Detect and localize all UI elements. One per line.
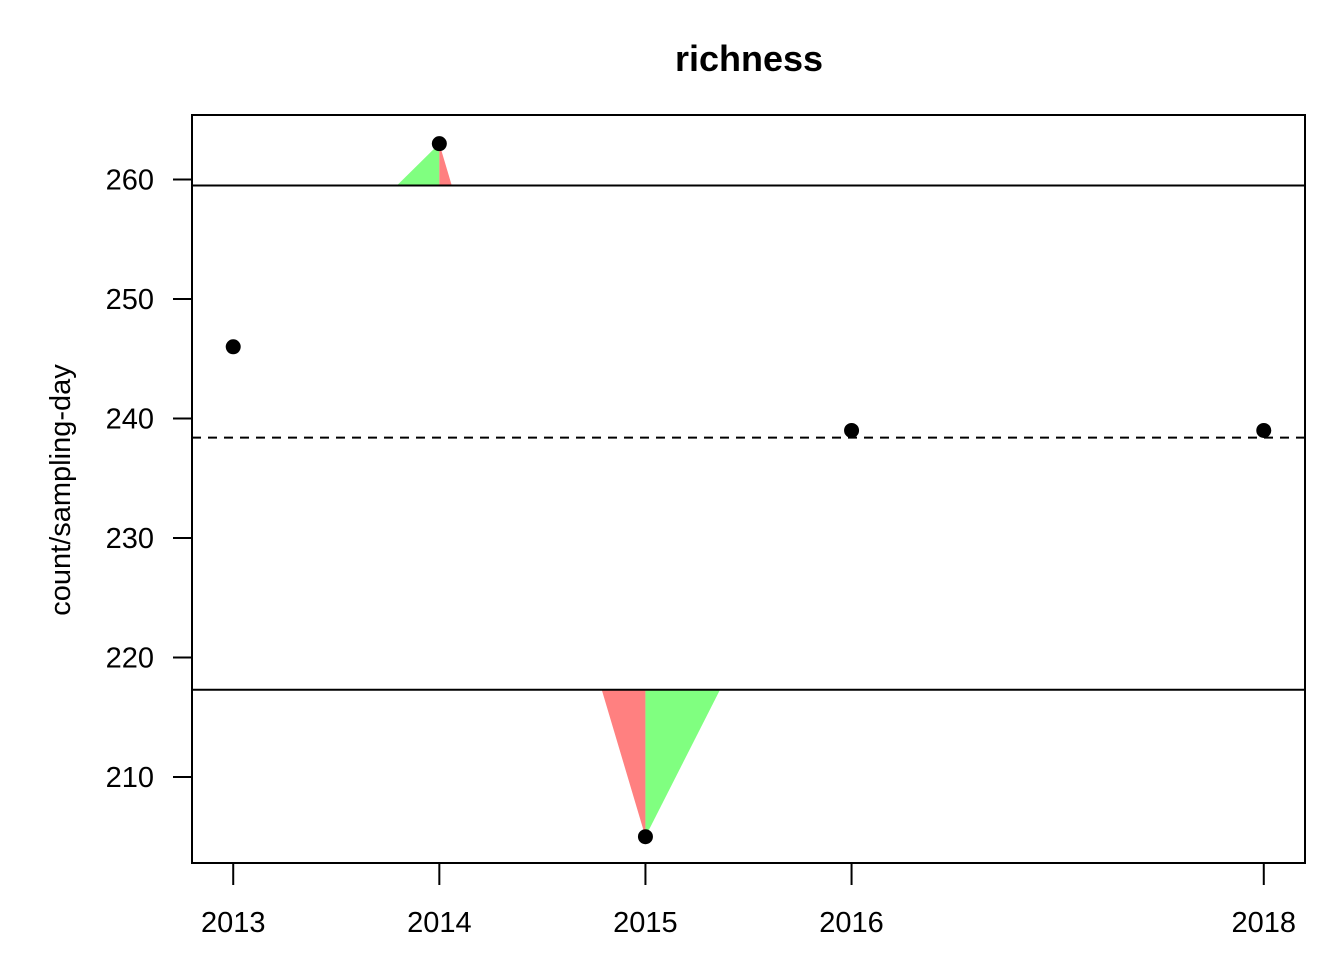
x-tick-label: 2015 — [613, 907, 678, 939]
exceedance-layer — [396, 143, 721, 837]
x-tick-label: 2018 — [1232, 907, 1297, 939]
plot-frame — [191, 114, 1306, 864]
y-tick-label: 220 — [106, 642, 154, 674]
data-point — [225, 339, 241, 355]
y-tick-label: 260 — [106, 165, 154, 197]
y-tick-label: 250 — [106, 284, 154, 316]
exceedance-area-right — [645, 689, 721, 837]
y-tick-label: 210 — [106, 762, 154, 794]
x-tick-label: 2016 — [819, 907, 884, 939]
y-tick-label: 240 — [106, 404, 154, 436]
x-tick-label: 2013 — [201, 907, 266, 939]
y-axis-label: count/sampling-day — [45, 364, 77, 616]
y-tick-label: 230 — [106, 523, 154, 555]
axes-layer: 210 220 230 240 250 260 2013 2014 2015 2016 2018 — [106, 165, 1296, 939]
exceedance-area-right — [439, 143, 452, 186]
exceedance-area-left — [601, 689, 646, 837]
chart-title: richness — [675, 38, 823, 79]
lines-layer — [192, 184, 1305, 691]
data-point — [637, 829, 653, 845]
data-point — [1256, 422, 1272, 438]
exceedance-area-left — [396, 143, 440, 186]
points-layer — [225, 136, 1272, 845]
x-tick-label: 2014 — [407, 907, 472, 939]
data-point — [844, 422, 860, 438]
data-point — [431, 136, 447, 152]
